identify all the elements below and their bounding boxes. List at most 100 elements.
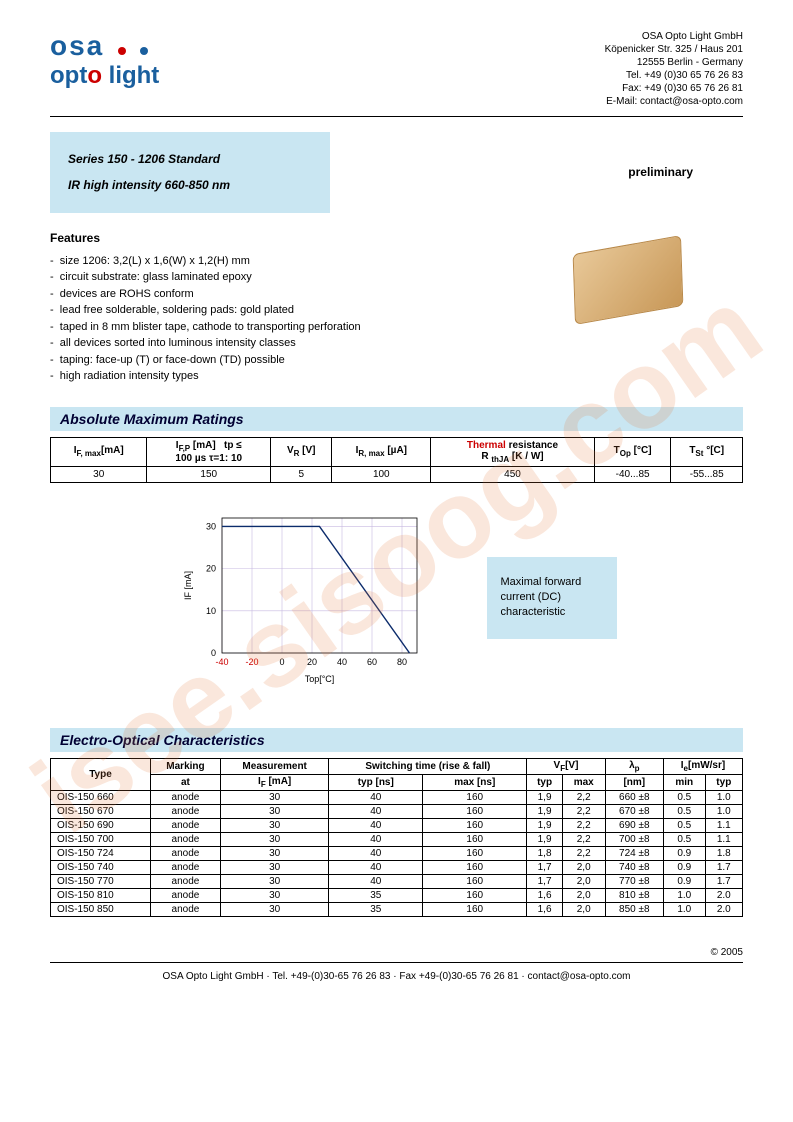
eo-cell: 30	[220, 888, 329, 902]
eo-cell: 30	[220, 790, 329, 804]
eo-h-typns: typ [ns]	[329, 774, 423, 790]
eo-h-maxns: max [ns]	[423, 774, 527, 790]
logo-line1: osa	[50, 30, 104, 61]
ratings-header: VR [V]	[271, 437, 332, 466]
company-address: OSA Opto Light GmbH Köpenicker Str. 325 …	[605, 30, 743, 108]
eo-cell: 160	[423, 860, 527, 874]
eo-cell: 1.0	[705, 804, 742, 818]
logo-o: o	[87, 62, 102, 89]
company-street: Köpenicker Str. 325 / Haus 201	[605, 43, 743, 56]
eo-cell: 1,8	[527, 846, 562, 860]
eo-cell: 2,0	[562, 888, 605, 902]
eo-cell: 2,2	[562, 804, 605, 818]
eo-cell: 30	[220, 804, 329, 818]
eo-cell: 30	[220, 818, 329, 832]
eo-cell: anode	[151, 804, 221, 818]
ratings-header: IR, max [µA]	[332, 437, 431, 466]
eo-h-marking: Marking	[151, 758, 221, 774]
eo-cell: 40	[329, 846, 423, 860]
eo-cell: 0.5	[663, 832, 705, 846]
company-email: E-Mail: contact@osa-opto.com	[605, 95, 743, 108]
svg-text:-20: -20	[245, 657, 258, 667]
ratings-cell: -55...85	[671, 466, 743, 482]
eo-h-at: at	[151, 774, 221, 790]
eo-cell: OIS-150 770	[51, 874, 151, 888]
ratings-cell: 150	[147, 466, 271, 482]
ratings-cell: 5	[271, 466, 332, 482]
eo-cell: OIS-150 670	[51, 804, 151, 818]
eo-cell: 2,2	[562, 832, 605, 846]
eo-cell: 40	[329, 874, 423, 888]
eo-cell: 40	[329, 832, 423, 846]
logo-opt: opt	[50, 62, 87, 89]
svg-text:-40: -40	[215, 657, 228, 667]
eo-cell: 1.1	[705, 818, 742, 832]
eo-cell: 1.8	[705, 846, 742, 860]
logo-dot-red	[118, 47, 126, 55]
eo-cell: 1,7	[527, 860, 562, 874]
eo-h-lp: λp	[605, 758, 663, 774]
eo-cell: OIS-150 700	[51, 832, 151, 846]
eo-cell: anode	[151, 846, 221, 860]
series-line2: IR high intensity 660-850 nm	[68, 172, 312, 198]
eo-cell: 724 ±8	[605, 846, 663, 860]
eo-h-meas: Measurement	[220, 758, 329, 774]
eo-cell: 850 ±8	[605, 902, 663, 916]
eo-cell: 40	[329, 860, 423, 874]
company-city: 12555 Berlin - Germany	[605, 56, 743, 69]
header: osa opto light OSA Opto Light GmbH Köpen…	[50, 30, 743, 108]
eo-cell: OIS-150 660	[51, 790, 151, 804]
eo-cell: 1,9	[527, 790, 562, 804]
feature-item: high radiation intensity types	[50, 368, 743, 385]
eo-cell: 160	[423, 790, 527, 804]
band-eo: Electro-Optical Characteristics	[50, 728, 743, 752]
eo-cell: 30	[220, 902, 329, 916]
ratings-cell: 100	[332, 466, 431, 482]
eo-cell: anode	[151, 818, 221, 832]
eo-table: TypeMarkingMeasurementSwitching time (ri…	[50, 758, 743, 917]
svg-text:10: 10	[205, 606, 215, 616]
eo-cell: 160	[423, 902, 527, 916]
eo-cell: 690 ±8	[605, 818, 663, 832]
eo-cell: 1,9	[527, 818, 562, 832]
eo-cell: 1.7	[705, 860, 742, 874]
ratings-cell: 30	[51, 466, 147, 482]
chart-area: -40-200204060800102030Top[°C]IF [mA] Max…	[50, 508, 743, 688]
eo-cell: OIS-150 850	[51, 902, 151, 916]
eo-cell: 160	[423, 818, 527, 832]
footer-rule	[50, 962, 743, 963]
eo-cell: 160	[423, 804, 527, 818]
eo-cell: OIS-150 724	[51, 846, 151, 860]
eo-cell: 40	[329, 818, 423, 832]
eo-cell: 1,9	[527, 832, 562, 846]
svg-text:Top[°C]: Top[°C]	[304, 674, 334, 684]
logo-dot-blue	[140, 47, 148, 55]
eo-cell: 2,0	[562, 874, 605, 888]
eo-cell: 0.9	[663, 860, 705, 874]
eo-cell: 1.0	[663, 888, 705, 902]
eo-cell: 0.5	[663, 790, 705, 804]
header-rule	[50, 116, 743, 117]
series-box: Series 150 - 1206 Standard IR high inten…	[50, 132, 330, 213]
eo-cell: 1,6	[527, 902, 562, 916]
eo-cell: 1.1	[705, 832, 742, 846]
chart-caption: Maximal forward current (DC) characteris…	[487, 557, 617, 639]
feature-item: taping: face-up (T) or face-down (TD) po…	[50, 352, 743, 369]
eo-cell: OIS-150 810	[51, 888, 151, 902]
eo-cell: 1.7	[705, 874, 742, 888]
eo-cell: 160	[423, 874, 527, 888]
eo-cell: 2,2	[562, 846, 605, 860]
eo-h-ietyp: typ	[705, 774, 742, 790]
eo-cell: 2,2	[562, 790, 605, 804]
eo-h-if: IF [mA]	[220, 774, 329, 790]
eo-cell: 160	[423, 832, 527, 846]
svg-text:0: 0	[279, 657, 284, 667]
ratings-header: IF,P [mA] tp ≤100 µs τ=1: 10	[147, 437, 271, 466]
ratings-cell: -40...85	[594, 466, 671, 482]
eo-cell: 1.0	[705, 790, 742, 804]
logo: osa opto light	[50, 30, 250, 90]
eo-cell: anode	[151, 832, 221, 846]
svg-text:20: 20	[306, 657, 316, 667]
eo-cell: 0.5	[663, 804, 705, 818]
ratings-header: Thermal resistanceR thJA [K / W]	[431, 437, 595, 466]
